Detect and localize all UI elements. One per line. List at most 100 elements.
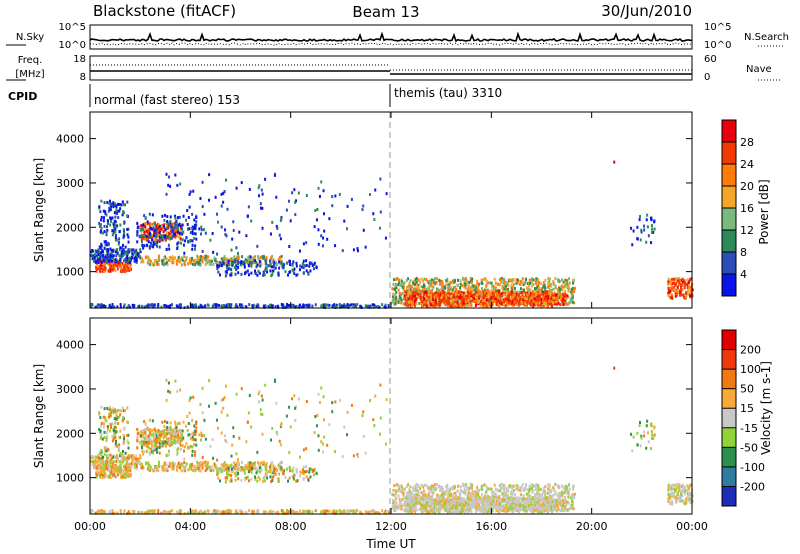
power-cell	[115, 263, 118, 267]
velocity-cell	[165, 378, 168, 382]
power-cell	[140, 256, 143, 260]
velocity-cell	[143, 436, 146, 440]
power-cell	[564, 299, 567, 303]
power-cell	[169, 215, 172, 219]
velocity-cell	[250, 425, 253, 429]
power-cell	[432, 278, 435, 282]
power-cell	[542, 292, 545, 296]
power-cell	[492, 298, 495, 302]
power-cell	[249, 255, 252, 259]
velocity-cell	[202, 461, 205, 465]
power-cell	[146, 305, 149, 309]
velocity-cell	[127, 454, 130, 458]
power-cell	[433, 303, 436, 307]
power-cell	[162, 224, 165, 228]
power-cell	[539, 302, 542, 306]
power-cell	[143, 244, 146, 248]
power-cell	[392, 297, 395, 301]
velocity-cell	[231, 443, 234, 447]
power-cell	[446, 280, 449, 284]
power-cell	[251, 261, 254, 265]
power-cell	[460, 299, 463, 303]
power-cell	[417, 284, 420, 288]
velocity-cell	[137, 458, 140, 462]
power-cell	[437, 304, 440, 308]
power-cell	[413, 301, 416, 305]
velocity-cell	[322, 418, 325, 422]
power-cell	[447, 293, 450, 297]
velocity-cell	[127, 441, 130, 445]
velocity-cell	[287, 405, 290, 409]
power-cell	[141, 304, 144, 308]
power-cell	[230, 271, 233, 275]
power-cell	[446, 304, 449, 308]
velocity-cell	[123, 456, 126, 460]
power-cell	[414, 290, 417, 294]
power-cell	[206, 257, 209, 261]
velocity-cell	[179, 464, 182, 468]
power-cell	[500, 280, 503, 284]
power-cell	[98, 221, 101, 225]
power-cell	[686, 288, 689, 292]
velocity-cell	[117, 466, 120, 470]
power-cell	[216, 303, 219, 307]
velocity-cell	[110, 408, 113, 412]
velocity-cell	[119, 471, 122, 475]
power-cell	[431, 300, 434, 304]
velocity-cell	[168, 464, 171, 468]
power-cell	[153, 222, 156, 226]
power-cell	[97, 261, 100, 265]
power-cell	[230, 273, 233, 277]
power-cell	[487, 296, 490, 300]
velocity-cell	[289, 425, 292, 429]
nsky-label: N.Sky	[16, 32, 44, 43]
power-cell	[432, 292, 435, 296]
velocity-cell	[115, 469, 118, 473]
power-cell	[119, 269, 122, 273]
power-cell	[560, 296, 563, 300]
velocity-cell	[188, 433, 191, 437]
power-cell	[141, 236, 144, 240]
power-cell	[469, 276, 472, 280]
velocity-cell	[295, 405, 298, 409]
power-cell	[189, 239, 192, 243]
power-cell	[401, 285, 404, 289]
power-cell	[491, 303, 494, 307]
power-cell	[100, 255, 103, 259]
velocity-cell	[208, 468, 211, 472]
velocity-cell	[101, 437, 104, 441]
power-cell	[402, 296, 405, 300]
velocity-cell	[145, 444, 148, 448]
velocity-cell	[102, 459, 105, 463]
power-cell	[250, 219, 253, 223]
power-cell	[442, 296, 445, 300]
power-cell	[153, 242, 156, 246]
power-cell	[127, 240, 130, 244]
velocity-cell	[166, 421, 169, 425]
velocity-cell	[151, 419, 154, 423]
power-cell	[122, 210, 125, 214]
power-cell	[630, 226, 633, 230]
power-cell	[264, 266, 267, 270]
power-cell	[414, 294, 417, 298]
power-cell	[428, 288, 431, 292]
power-cell	[185, 258, 188, 262]
power-cell	[113, 305, 116, 309]
power-cell	[272, 269, 275, 273]
power-cell	[686, 286, 689, 290]
velocity-cell	[282, 469, 285, 473]
power-cell	[271, 220, 274, 224]
velocity-cell	[272, 464, 275, 468]
power-cell	[309, 269, 312, 273]
power-cell	[322, 236, 325, 240]
power-cell	[547, 277, 550, 281]
power-cell	[222, 191, 225, 195]
velocity-cell	[106, 406, 109, 410]
power-cell	[171, 261, 174, 265]
power-cell	[423, 290, 426, 294]
velocity-cell	[120, 457, 123, 461]
velocity-cell	[124, 465, 127, 469]
power-cell	[137, 305, 140, 309]
power-cell	[170, 228, 173, 232]
velocity-cell	[209, 444, 212, 448]
